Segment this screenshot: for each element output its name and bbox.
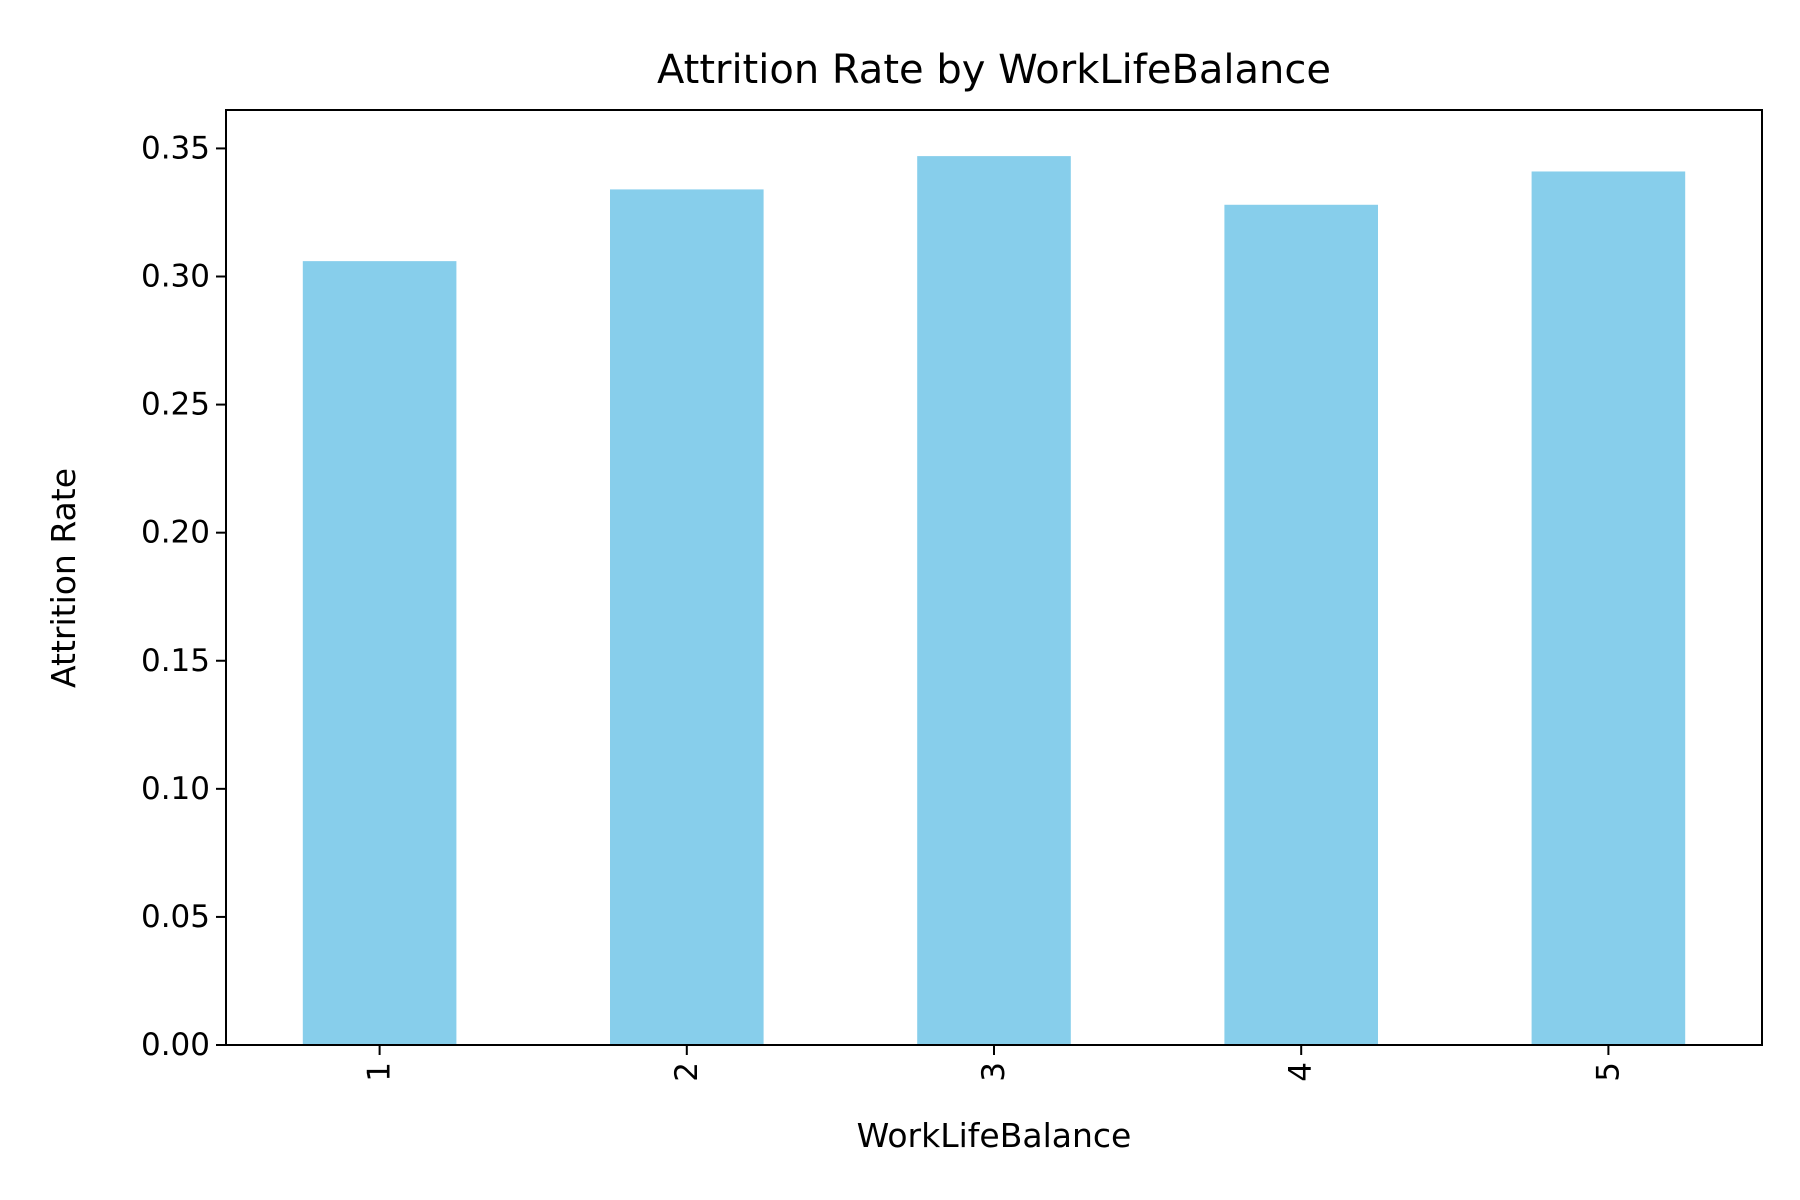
x-axis-ticks: 1 2 3 4 5	[362, 1045, 1626, 1082]
y-tick-label: 0.30	[141, 259, 210, 295]
bar-1	[302, 261, 457, 1046]
y-tick-label: 0.35	[141, 130, 210, 166]
x-tick-label: 5	[1590, 1062, 1626, 1082]
bar-3	[917, 156, 1071, 1045]
x-tick-label: 1	[362, 1062, 398, 1082]
y-tick-label: 0.05	[141, 899, 210, 935]
bar-5	[1531, 171, 1686, 1046]
bar-4	[1224, 204, 1378, 1045]
y-tick-label: 0.00	[141, 1027, 210, 1063]
x-tick-label: 4	[1283, 1062, 1319, 1082]
y-tick-label: 0.10	[141, 771, 210, 807]
bars-group	[302, 156, 1686, 1046]
x-tick-label: 3	[976, 1062, 1012, 1082]
x-axis-label: WorkLifeBalance	[857, 1116, 1132, 1155]
plot-area-frame	[225, 109, 1763, 1046]
chart-title: Attrition Rate by WorkLifeBalance	[657, 47, 1331, 93]
bar-2	[610, 189, 764, 1046]
y-tick-label: 0.15	[141, 643, 210, 679]
y-tick-label: 0.20	[141, 515, 210, 551]
y-tick-label: 0.25	[141, 387, 210, 423]
x-tick-label: 2	[669, 1062, 705, 1082]
y-axis-ticks: 0.00 0.05 0.10 0.15 0.20 0.25 0.30 0.35	[141, 130, 226, 1063]
y-axis-label: Attrition Rate	[44, 468, 83, 688]
